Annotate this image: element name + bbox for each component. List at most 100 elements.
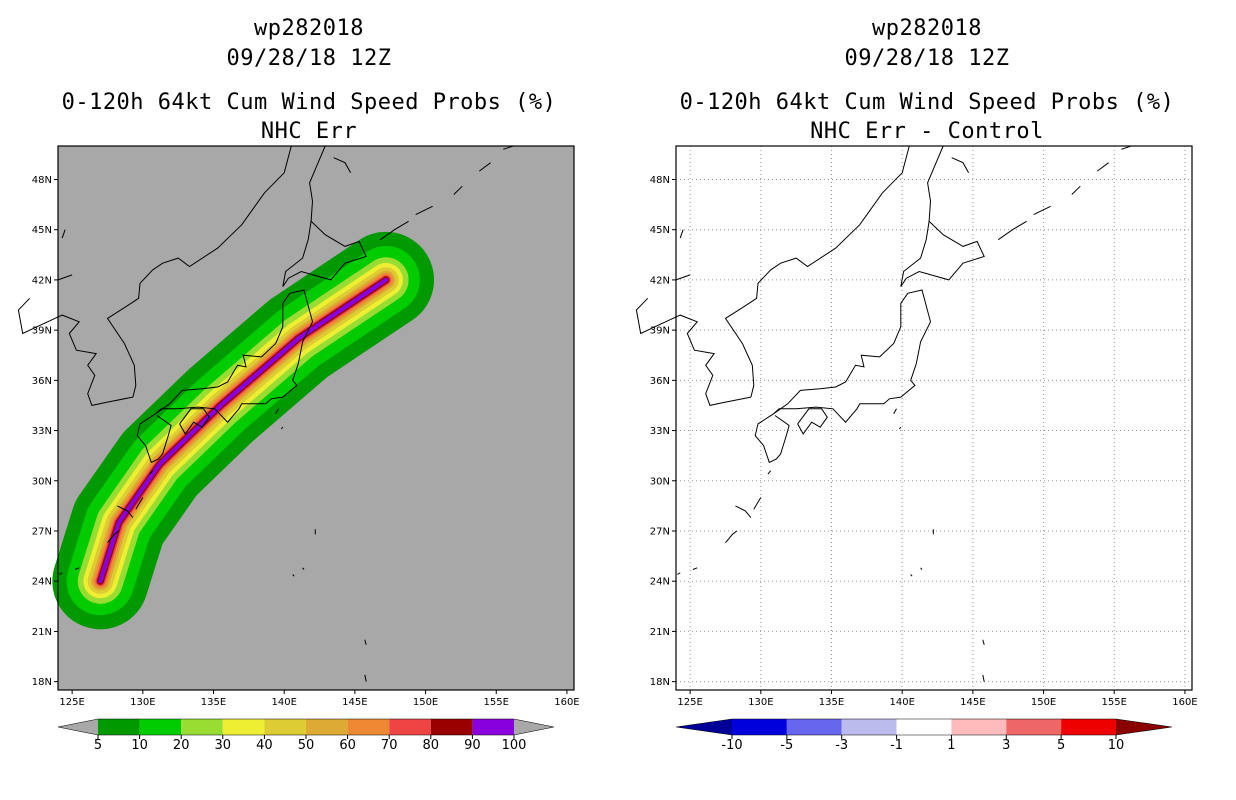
coastline (364, 674, 367, 682)
coastline (117, 505, 134, 518)
coastline (767, 470, 772, 475)
colorbar-label: 10 (1108, 738, 1125, 753)
y-tick-label: 33N (650, 426, 670, 437)
coastline (900, 220, 985, 287)
coastline (275, 408, 279, 415)
colorbar-label: 70 (381, 738, 398, 753)
y-tick-label: 18N (650, 677, 670, 688)
coastline (282, 220, 367, 287)
coastline (1071, 185, 1081, 195)
x-tick-label: 125E (59, 697, 84, 708)
coastline (982, 674, 985, 682)
colorbar-label: -10 (721, 738, 742, 753)
forecast-datetime: 09/28/18 12Z (844, 46, 1010, 71)
y-tick-label: 45N (32, 225, 52, 236)
colorbar-swatch (951, 719, 1007, 735)
forecast-datetime: 09/28/18 12Z (226, 46, 392, 71)
colorbar-label: 100 (502, 738, 527, 753)
y-tick-label: 27N (650, 526, 670, 537)
x-tick-label: 145E (342, 697, 367, 708)
coastline (797, 408, 828, 435)
colorbar-label: 5 (94, 738, 102, 753)
y-tick-label: 30N (650, 476, 670, 487)
storm-id: wp282018 (872, 16, 982, 41)
colorbar-swatch (430, 719, 473, 735)
coastline (773, 289, 932, 423)
x-tick-label: 140E (271, 697, 296, 708)
coastline (415, 205, 433, 216)
plot-frame (675, 145, 1193, 691)
coastline (155, 289, 314, 423)
coastline (302, 567, 305, 570)
coastline (380, 220, 409, 241)
colorbar-label: -3 (835, 738, 848, 753)
x-tick-label: 160E (1172, 697, 1197, 708)
x-tick-label: 150E (413, 697, 438, 708)
y-tick-label: 24N (32, 577, 52, 588)
colorbar-label: 1 (947, 738, 955, 753)
coastline (910, 574, 913, 577)
coastline (724, 145, 910, 398)
y-tick-label: 39N (32, 326, 52, 337)
coastline (951, 157, 970, 174)
colorbar-left-arrow (58, 719, 98, 735)
colorbar-label: 30 (215, 738, 232, 753)
colorbar-label: 80 (423, 738, 440, 753)
colorbar-label: 3 (1002, 738, 1010, 753)
coastline (899, 426, 902, 430)
x-tick-label: 135E (201, 697, 226, 708)
y-tick-label: 48N (650, 175, 670, 186)
colorbar-swatch (264, 719, 306, 735)
colorbar-swatch (98, 719, 140, 735)
y-tick-label: 39N (650, 326, 670, 337)
y-tick-label: 21N (650, 627, 670, 638)
probability-band-90 (98, 277, 389, 584)
plot-frame (57, 145, 575, 691)
x-tick-label: 155E (1102, 697, 1127, 708)
x-tick-label: 155E (484, 697, 509, 708)
coastline (1097, 162, 1109, 172)
colorbar-label: 90 (464, 738, 481, 753)
x-tick-label: 125E (677, 697, 702, 708)
colorbar-label: -1 (890, 738, 903, 753)
right-panel: wp282018 09/28/18 12Z 0-120h 64kt Cum Wi… (618, 0, 1236, 800)
colorbar-label: 60 (339, 738, 356, 753)
coastline (57, 274, 73, 281)
panel-subtitle: NHC Err - Control (810, 119, 1044, 144)
y-tick-label: 33N (32, 426, 52, 437)
colorbar-label: 50 (298, 738, 315, 753)
colorbar-swatch (222, 719, 265, 735)
left-panel: wp282018 09/28/18 12Z 0-120h 64kt Cum Wi… (17, 16, 580, 753)
coastline (982, 639, 985, 645)
product-title: 0-120h 64kt Cum Wind Speed Probs (%) (679, 90, 1175, 115)
y-tick-label: 45N (650, 225, 670, 236)
x-tick-label: 140E (889, 697, 914, 708)
colorbar-swatch (1006, 719, 1062, 735)
x-tick-label: 130E (748, 697, 773, 708)
colorbar-label: 20 (173, 738, 190, 753)
coastline (292, 574, 295, 577)
x-tick-label: 150E (1031, 697, 1056, 708)
panel-subtitle: NHC Err (260, 119, 358, 144)
y-tick-label: 42N (650, 275, 670, 286)
plot-area-background (676, 146, 1192, 690)
colorbar-swatch (732, 719, 787, 735)
product-title: 0-120h 64kt Cum Wind Speed Probs (%) (61, 90, 557, 115)
coastline (59, 572, 63, 575)
probability-map-chart: 125E 130E 135E 140E 145E 150E 155E 160E 18N 21N 24… (17, 145, 580, 753)
x-tick-label: 160E (554, 697, 579, 708)
coastline (453, 185, 463, 195)
coastline (281, 426, 284, 430)
coastline (725, 530, 738, 544)
colorbar-swatch (389, 719, 431, 735)
coastline (61, 229, 66, 239)
colorbar-swatch (181, 719, 223, 735)
coastline (17, 297, 133, 406)
coastline (136, 413, 172, 464)
colorbar-swatch (472, 719, 514, 735)
colorbar-swatch (1061, 719, 1116, 735)
colorbar-label: 40 (256, 738, 273, 753)
colorbar-swatch (306, 719, 348, 735)
coastline (927, 145, 944, 222)
storm-id: wp282018 (254, 16, 364, 41)
